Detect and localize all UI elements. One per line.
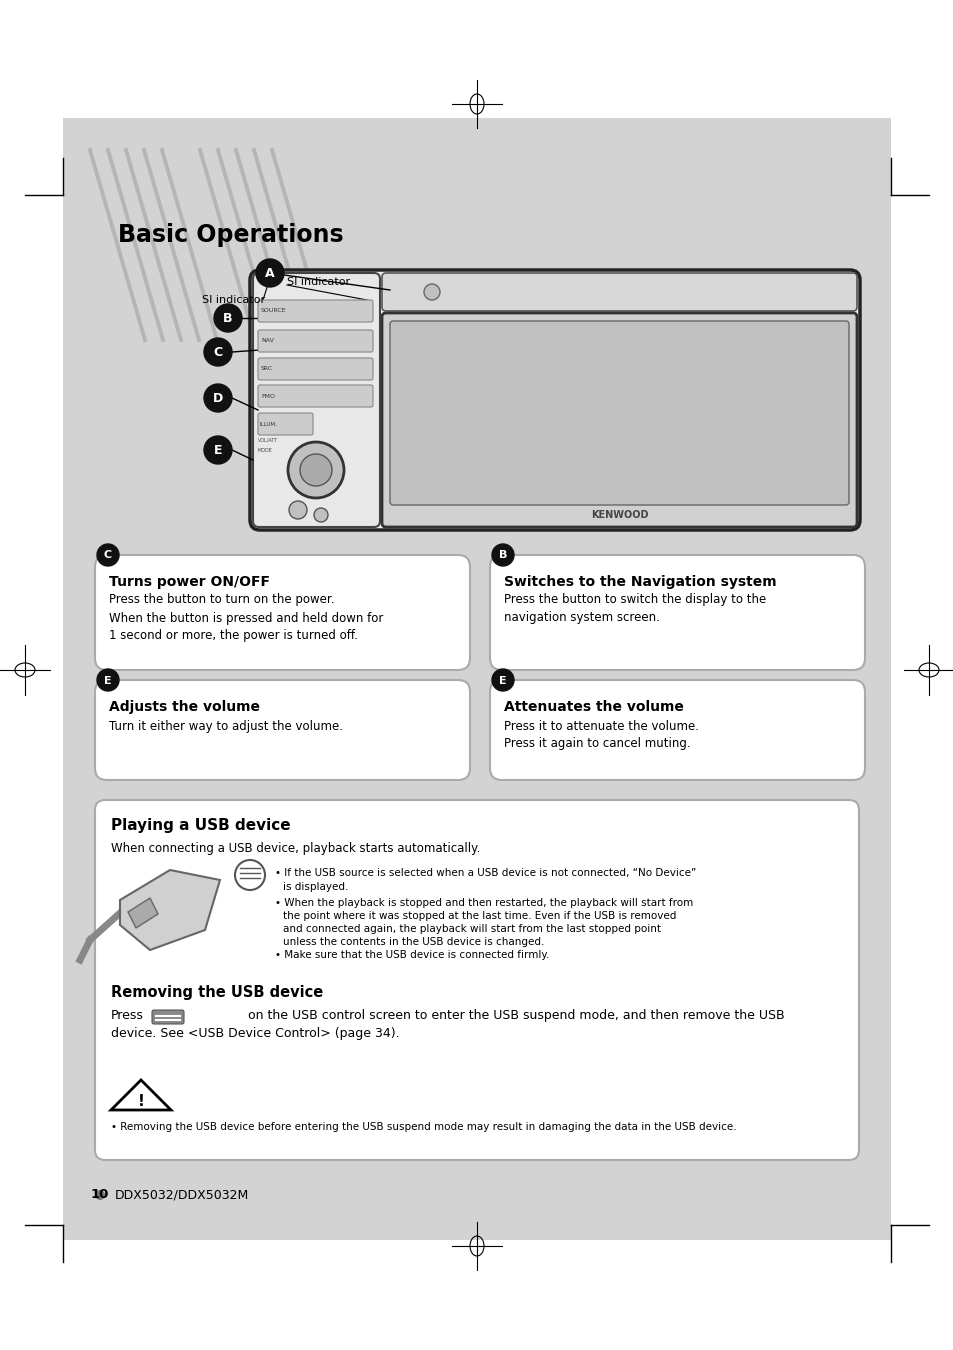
Text: is displayed.: is displayed. — [283, 882, 348, 892]
Circle shape — [423, 284, 439, 300]
FancyBboxPatch shape — [381, 273, 856, 311]
Polygon shape — [120, 869, 220, 950]
FancyBboxPatch shape — [257, 385, 373, 406]
Text: E: E — [498, 675, 506, 686]
Text: SOURCE: SOURCE — [261, 309, 286, 313]
FancyBboxPatch shape — [381, 313, 856, 526]
Text: ILLUM.: ILLUM. — [260, 421, 277, 427]
Text: SRC: SRC — [261, 366, 273, 371]
Text: When connecting a USB device, playback starts automatically.: When connecting a USB device, playback s… — [111, 842, 479, 855]
Text: D: D — [213, 392, 223, 405]
Text: Press it again to cancel muting.: Press it again to cancel muting. — [503, 737, 690, 751]
Polygon shape — [128, 898, 158, 927]
Text: E: E — [213, 444, 222, 458]
Polygon shape — [111, 1080, 171, 1110]
Text: SI indicator: SI indicator — [202, 296, 265, 305]
Text: Press the button to switch the display to the: Press the button to switch the display t… — [503, 593, 765, 606]
Text: navigation system screen.: navigation system screen. — [503, 612, 659, 624]
Circle shape — [299, 454, 332, 486]
Text: Turns power ON/OFF: Turns power ON/OFF — [109, 575, 270, 589]
Text: Press the button to turn on the power.: Press the button to turn on the power. — [109, 593, 335, 606]
Text: 1 second or more, the power is turned off.: 1 second or more, the power is turned of… — [109, 629, 357, 643]
Text: unless the contents in the USB device is changed.: unless the contents in the USB device is… — [283, 937, 544, 946]
Text: C: C — [104, 551, 112, 560]
Text: E: E — [104, 675, 112, 686]
Circle shape — [289, 501, 307, 518]
Text: A: A — [265, 267, 274, 279]
FancyBboxPatch shape — [95, 680, 470, 780]
Text: VOL/ATT: VOL/ATT — [257, 437, 278, 443]
Text: KENWOOD: KENWOOD — [590, 510, 648, 520]
FancyBboxPatch shape — [257, 358, 373, 379]
Text: Press: Press — [111, 1008, 144, 1022]
FancyBboxPatch shape — [490, 680, 864, 780]
FancyBboxPatch shape — [257, 300, 373, 323]
Text: Switches to the Navigation system: Switches to the Navigation system — [503, 575, 776, 589]
FancyBboxPatch shape — [152, 1010, 184, 1025]
Circle shape — [255, 259, 284, 288]
FancyBboxPatch shape — [95, 555, 470, 670]
Text: Removing the USB device: Removing the USB device — [111, 986, 323, 1000]
Text: • Removing the USB device before entering the USB suspend mode may result in dam: • Removing the USB device before enterin… — [111, 1122, 736, 1133]
FancyBboxPatch shape — [257, 413, 313, 435]
FancyBboxPatch shape — [63, 117, 890, 1241]
Text: MODE: MODE — [257, 447, 273, 452]
Circle shape — [204, 436, 232, 464]
FancyBboxPatch shape — [250, 270, 859, 531]
Circle shape — [204, 338, 232, 366]
Circle shape — [97, 670, 119, 691]
FancyBboxPatch shape — [253, 273, 379, 526]
Text: and connected again, the playback will start from the last stopped point: and connected again, the playback will s… — [283, 923, 660, 934]
Text: FMO: FMO — [261, 393, 274, 398]
Text: 10: 10 — [91, 1188, 109, 1202]
Text: Turn it either way to adjust the volume.: Turn it either way to adjust the volume. — [109, 720, 343, 733]
Text: • Make sure that the USB device is connected firmly.: • Make sure that the USB device is conne… — [274, 950, 549, 960]
FancyBboxPatch shape — [95, 801, 858, 1160]
Text: SI indicator: SI indicator — [287, 277, 350, 288]
FancyBboxPatch shape — [490, 555, 864, 670]
Text: Basic Operations: Basic Operations — [118, 223, 343, 247]
Text: the point where it was stopped at the last time. Even if the USB is removed: the point where it was stopped at the la… — [283, 911, 676, 921]
Text: B: B — [498, 551, 507, 560]
Circle shape — [288, 441, 344, 498]
Text: DDX5032/DDX5032M: DDX5032/DDX5032M — [115, 1188, 249, 1202]
Text: on the USB control screen to enter the USB suspend mode, and then remove the USB: on the USB control screen to enter the U… — [248, 1008, 783, 1022]
FancyBboxPatch shape — [390, 321, 848, 505]
Text: Adjusts the volume: Adjusts the volume — [109, 701, 260, 714]
Text: NAV: NAV — [261, 339, 274, 343]
Text: device. See <USB Device Control> (page 34).: device. See <USB Device Control> (page 3… — [111, 1027, 399, 1040]
Text: !: ! — [137, 1095, 144, 1110]
Circle shape — [492, 544, 514, 566]
Circle shape — [204, 383, 232, 412]
Circle shape — [97, 544, 119, 566]
Text: B: B — [223, 312, 233, 325]
Text: Attenuates the volume: Attenuates the volume — [503, 701, 683, 714]
Text: When the button is pressed and held down for: When the button is pressed and held down… — [109, 612, 383, 625]
Circle shape — [492, 670, 514, 691]
Text: • When the playback is stopped and then restarted, the playback will start from: • When the playback is stopped and then … — [274, 898, 693, 909]
Circle shape — [314, 508, 328, 522]
Text: Press it to attenuate the volume.: Press it to attenuate the volume. — [503, 720, 699, 733]
Text: C: C — [213, 346, 222, 359]
Circle shape — [95, 1189, 105, 1200]
Text: • If the USB source is selected when a USB device is not connected, “No Device”: • If the USB source is selected when a U… — [274, 868, 696, 878]
Text: Playing a USB device: Playing a USB device — [111, 818, 291, 833]
FancyBboxPatch shape — [257, 329, 373, 352]
Circle shape — [213, 304, 242, 332]
